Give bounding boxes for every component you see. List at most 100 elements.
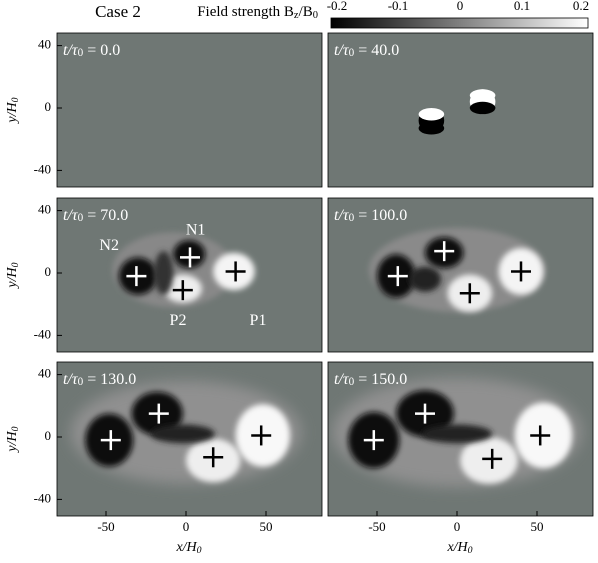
panel: t/τ0 = 100.0 — [327, 197, 594, 353]
x-tick-label: 50 — [531, 519, 544, 534]
text-part: y/H — [5, 266, 20, 289]
flux-region — [409, 266, 441, 292]
text-part: = 130.0 — [83, 371, 136, 388]
text-part: t/τ — [334, 42, 350, 59]
flux-region — [460, 437, 518, 484]
annotation: N2 — [99, 237, 119, 254]
flux-region — [418, 108, 445, 121]
time-label: t/τ0 = 70.0 — [63, 207, 128, 225]
subscript: 0 — [10, 426, 21, 431]
magnetogram — [418, 89, 496, 135]
panel-frame — [56, 197, 323, 353]
text-part: = 40.0 — [354, 42, 399, 59]
subscript: 0 — [78, 212, 84, 224]
x-tick-label: 0 — [183, 519, 190, 534]
y-tick-label: -40 — [34, 161, 51, 176]
subscript: 0 — [349, 47, 355, 59]
y-tick-label: -40 — [34, 326, 51, 341]
text-part: = 150.0 — [354, 371, 407, 388]
case-label: Case 2 — [95, 2, 141, 21]
magnetogram — [332, 377, 582, 487]
y-tick-label: 40 — [38, 366, 51, 381]
y-tick-label: 0 — [45, 428, 52, 443]
panel-background — [328, 33, 593, 187]
panel-background — [57, 33, 322, 187]
x-tick-label: 50 — [260, 519, 273, 534]
text-part: /B — [299, 4, 313, 20]
y-axis-label: y/H0 — [5, 97, 21, 124]
subscript: z — [294, 10, 299, 21]
flux-region — [150, 424, 215, 444]
panel-frame — [56, 361, 323, 517]
text-part: t/τ — [63, 371, 79, 388]
x-tick-label: -50 — [368, 519, 385, 534]
colorbar-tick-label: 0.1 — [514, 0, 530, 13]
annotation: P1 — [250, 312, 267, 329]
panel: t/τ0 = 150.0-50 0 50x/H0 — [327, 361, 594, 556]
y-tick-label: -40 — [34, 490, 51, 505]
y-axis-label: y/H0 — [5, 262, 21, 289]
flux-region — [469, 89, 496, 102]
flux-region — [154, 251, 174, 295]
y-axis-label: y/H0 — [5, 426, 21, 453]
text-part: = 0.0 — [83, 42, 120, 59]
colorbar-tick-label: 0.2 — [573, 0, 589, 13]
magnetogram — [112, 232, 255, 308]
subscript: 0 — [10, 97, 21, 102]
subscript: 0 — [10, 262, 21, 267]
x-axis-label: x/H0 — [175, 540, 201, 556]
text-part: = 70.0 — [83, 207, 128, 224]
text-part: t/τ — [63, 207, 79, 224]
panel-frame — [327, 32, 594, 188]
x-tick-label: -50 — [97, 519, 114, 534]
y-tick-label: 0 — [45, 264, 52, 279]
subscript: 0 — [349, 212, 355, 224]
time-label: t/τ0 = 100.0 — [334, 207, 407, 225]
y-tick-label: 40 — [38, 37, 51, 52]
magnetogram — [70, 380, 302, 484]
text-part: = 100.0 — [354, 207, 407, 224]
text-part: t/τ — [334, 207, 350, 224]
time-label: t/τ0 = 0.0 — [63, 42, 120, 60]
text-part: x/H — [175, 540, 197, 555]
x-axis-label: x/H0 — [446, 540, 472, 556]
time-label: t/τ0 = 150.0 — [334, 371, 407, 389]
panel-frame — [327, 361, 594, 517]
y-tick-label: 40 — [38, 202, 51, 217]
colorbar-tick-label: -0.2 — [327, 0, 348, 13]
subscript: 0 — [78, 376, 84, 388]
flux-region — [421, 424, 493, 444]
flux-region — [469, 101, 496, 115]
y-tick-label: 0 — [45, 99, 52, 114]
subscript: 0 — [349, 376, 355, 388]
text-part: y/H — [5, 101, 20, 124]
panel-frame — [327, 197, 594, 353]
subscript: 0 — [78, 47, 84, 59]
colorbar-title: Field strength Bz/B0 — [197, 4, 318, 21]
flux-region — [418, 122, 445, 135]
colorbar-tick-label: -0.1 — [388, 0, 409, 13]
subscript: 0 — [197, 545, 202, 556]
time-label: t/τ0 = 40.0 — [334, 42, 399, 60]
annotation: P2 — [170, 312, 187, 329]
panel: t/τ0 = 40.0 — [327, 32, 594, 188]
text-part: x/H — [446, 540, 468, 555]
text-part: t/τ — [334, 371, 350, 388]
text-part: y/H — [5, 430, 20, 453]
magnetogram — [369, 227, 545, 312]
text-part: Field strength B — [197, 4, 294, 20]
x-tick-label: 0 — [454, 519, 461, 534]
subscript: 0 — [468, 545, 473, 556]
panel-frame — [56, 32, 323, 188]
subscript: 0 — [313, 10, 318, 21]
text-part: t/τ — [63, 42, 79, 59]
annotation: N1 — [186, 222, 206, 239]
colorbar — [330, 17, 589, 29]
colorbar-tick-label: 0 — [457, 0, 464, 13]
flux-region — [369, 227, 545, 312]
time-label: t/τ0 = 130.0 — [63, 371, 136, 389]
